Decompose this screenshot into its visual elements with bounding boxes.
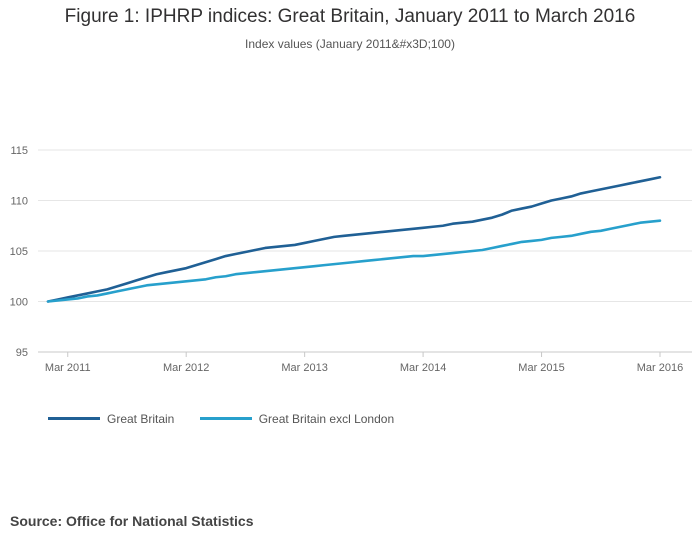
y-tick-label: 105 xyxy=(10,246,28,258)
x-axis-ticks: Mar 2011 Mar 2012 Mar 2013 Mar 2014 Mar 2015… xyxy=(45,352,683,374)
x-tick-label: Mar 2012 xyxy=(163,362,209,374)
series-line-great-britain-excl-london[interactable] xyxy=(46,219,662,303)
chart-title: Figure 1: IPHRP indices: Great Britain, … xyxy=(64,6,636,27)
legend-item-great-britain-excl-london[interactable]: Great Britain excl London xyxy=(199,411,395,426)
y-tick-label: 115 xyxy=(10,145,28,157)
series-line-great-britain[interactable] xyxy=(46,175,662,303)
x-tick-label: Mar 2015 xyxy=(518,362,564,374)
legend-label-great-britain-excl-london: Great Britain excl London xyxy=(258,411,395,426)
chart-subtitle: Index values (January 2011&#x3D;100) xyxy=(245,37,455,51)
legend-label-great-britain: Great Britain xyxy=(107,411,175,426)
legend: Great Britain Great Britain excl London xyxy=(48,409,416,426)
x-tick-label: Mar 2011 xyxy=(45,362,91,374)
source-note: Source: Office for National Statistics xyxy=(10,513,254,529)
legend-item-great-britain[interactable]: Great Britain xyxy=(48,412,174,426)
legend-swatch-great-britain xyxy=(48,417,100,420)
y-tick-label: 95 xyxy=(16,347,28,359)
series-lines xyxy=(46,175,662,303)
legend-swatch-great-britain-excl-london xyxy=(199,417,252,420)
x-tick-label: Mar 2016 xyxy=(637,362,683,374)
y-tick-label: 100 xyxy=(10,297,28,309)
gridlines xyxy=(38,149,692,353)
x-tick-label: Mar 2014 xyxy=(400,362,446,374)
y-tick-label: 110 xyxy=(10,196,28,208)
x-tick-label: Mar 2013 xyxy=(281,362,327,374)
y-axis-ticks: 95 100 105 110 115 xyxy=(10,145,28,359)
